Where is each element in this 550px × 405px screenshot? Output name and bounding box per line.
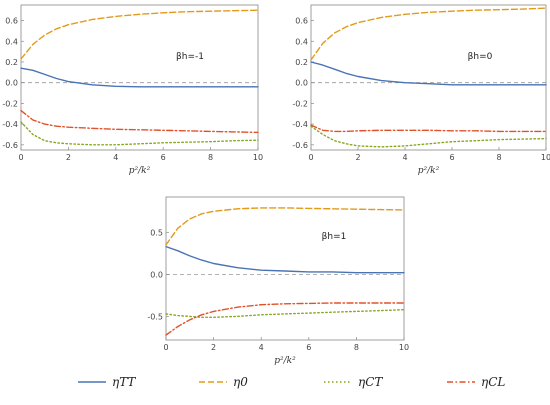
x-tick-label: 2	[211, 343, 216, 352]
legend-label: ηCL	[481, 375, 505, 389]
chart-panel-1: 0 2 4 6 8 10 0.6 0.4 0.2 0.0 -0.2 -0.4 -0.6 p²/k² βh=-…	[2, 4, 263, 176]
legend-item-ηTT: ηTT	[78, 375, 136, 389]
legend-item-ηCL: ηCL	[447, 375, 505, 389]
y-tick-label: 0.4	[295, 37, 308, 46]
legend-label: ηTT	[112, 375, 136, 389]
series-line-η0	[165, 207, 405, 246]
plot-frame	[20, 4, 259, 151]
x-tick-label: 0	[308, 153, 313, 162]
series-line-η0	[20, 9, 259, 60]
y-tick-label: -0.6	[2, 141, 18, 150]
x-tick-label: 4	[113, 153, 118, 162]
legend: ηTT η0 ηCT ηCL	[78, 375, 505, 389]
y-tick-label: 0.6	[295, 17, 308, 26]
x-tick-label: 10	[399, 343, 409, 352]
x-axis-label: p²/k²	[418, 166, 440, 176]
legend-item-η0: η0	[199, 375, 248, 389]
x-tick-label: 0	[163, 343, 168, 352]
chart-panel-3: 0 2 4 6 8 10 0.5 0.0 -0.5 p²/k² βh=1	[147, 196, 409, 366]
series-line-ηTT	[165, 245, 405, 274]
x-tick-label: 10	[253, 153, 263, 162]
legend-label: η0	[233, 375, 248, 389]
y-tick-label: 0.0	[295, 79, 308, 88]
x-tick-label: 2	[355, 153, 360, 162]
x-tick-label: 6	[449, 153, 454, 162]
beta-annotation: βh=-1	[176, 52, 204, 62]
chart-panel-2: 0 2 4 6 8 10 0.6 0.4 0.2 0.0 -0.2 -0.4 -0.6 p²/k² βh=0	[292, 4, 550, 176]
x-tick-label: 6	[306, 343, 311, 352]
y-tick-label: -0.5	[147, 312, 163, 321]
x-axis-label: p²/k²	[129, 166, 151, 176]
series-line-η0	[310, 7, 547, 61]
series-line-ηCL	[310, 124, 547, 133]
y-tick-label: 0.6	[5, 17, 18, 26]
y-tick-label: 0.0	[5, 79, 18, 88]
plot-frame	[310, 4, 547, 151]
y-tick-label: 0.4	[5, 37, 18, 46]
beta-annotation: βh=1	[322, 232, 347, 242]
x-tick-label: 8	[208, 153, 213, 162]
series-line-ηCT	[20, 121, 259, 146]
y-tick-label: 0.2	[5, 58, 18, 67]
y-tick-label: -0.4	[2, 120, 18, 129]
series-line-ηCL	[20, 109, 259, 134]
series-line-ηCT	[165, 309, 405, 318]
x-axis-label: p²/k²	[274, 356, 296, 366]
y-tick-label: 0.0	[150, 270, 163, 279]
x-tick-label: 4	[402, 153, 407, 162]
beta-annotation: βh=0	[468, 52, 493, 62]
x-tick-label: 10	[541, 153, 550, 162]
legend-item-ηCT: ηCT	[324, 375, 383, 389]
y-tick-label: 0.5	[150, 228, 163, 237]
y-tick-label: -0.4	[292, 120, 308, 129]
x-tick-label: 8	[354, 343, 359, 352]
series-line-ηTT	[20, 67, 259, 88]
x-tick-label: 4	[259, 343, 264, 352]
y-tick-label: -0.2	[2, 99, 18, 108]
x-tick-label: 2	[66, 153, 71, 162]
y-tick-label: -0.6	[292, 141, 308, 150]
series-line-ηCT	[310, 125, 547, 148]
legend-label: ηCT	[358, 375, 383, 389]
plot-frame	[165, 196, 405, 341]
series-line-ηTT	[310, 61, 547, 86]
y-tick-label: -0.2	[292, 99, 308, 108]
x-tick-label: 0	[18, 153, 23, 162]
y-tick-label: 0.2	[295, 58, 308, 67]
series-line-ηCL	[165, 302, 405, 336]
x-tick-label: 6	[161, 153, 166, 162]
x-tick-label: 8	[496, 153, 501, 162]
